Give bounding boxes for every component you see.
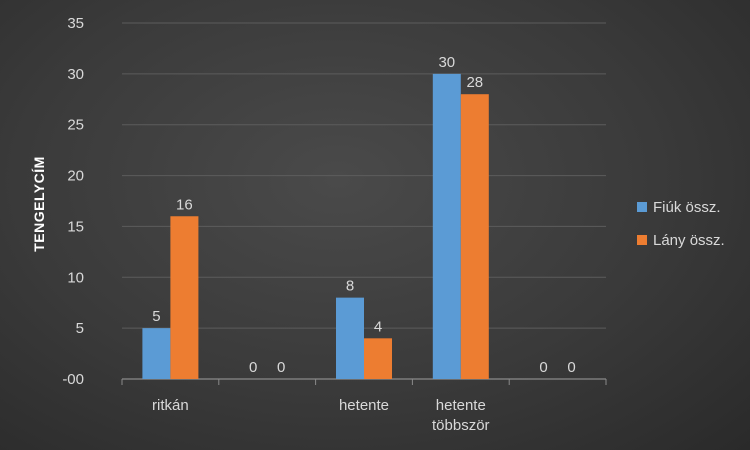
x-category-label: hetente [339, 397, 389, 414]
y-axis-title: TENGELYCÍM [31, 156, 47, 252]
bar-value-label: 0 [277, 359, 285, 376]
legend-swatch [637, 202, 647, 212]
y-tick-label: 15 [67, 218, 84, 235]
y-tick-label: 35 [67, 15, 84, 32]
y-tick-label: -00 [62, 371, 84, 388]
bar-value-label: 28 [466, 74, 483, 91]
bar-value-label: 5 [152, 308, 160, 325]
y-tick-label: 25 [67, 117, 84, 134]
bar [142, 328, 171, 379]
bar-value-label: 0 [567, 359, 575, 376]
bars [142, 73, 489, 379]
legend-label: Fiúk össz. [653, 199, 721, 216]
bar-value-label: 30 [438, 54, 455, 71]
bar-value-label: 4 [374, 318, 382, 335]
y-tick-label: 30 [67, 66, 84, 83]
legend: Fiúk össz. Lány össz. [637, 199, 725, 249]
bar-value-label: 0 [249, 359, 257, 376]
axes: -00 5 10 15 20 25 30 35 ritkán hetente hetente több… [62, 15, 607, 434]
bar [170, 216, 199, 379]
x-category-label: hetente [436, 397, 486, 414]
legend-swatch [637, 235, 647, 245]
x-category-label: ritkán [152, 397, 189, 414]
bar [432, 73, 461, 379]
bar [460, 94, 489, 379]
bar [364, 338, 392, 379]
x-category-label: többször [432, 417, 490, 434]
y-tick-label: 10 [67, 269, 84, 286]
gridlines [122, 22, 606, 329]
bar-value-label: 8 [346, 278, 354, 295]
bar-value-label: 0 [539, 359, 547, 376]
y-tick-label: 5 [76, 320, 84, 337]
data-labels: 5 0 8 30 0 16 0 4 28 0 [152, 54, 576, 376]
bar [336, 297, 364, 379]
legend-label: Lány össz. [653, 232, 725, 249]
bar-value-label: 16 [176, 196, 193, 213]
y-tick-label: 20 [67, 168, 84, 185]
